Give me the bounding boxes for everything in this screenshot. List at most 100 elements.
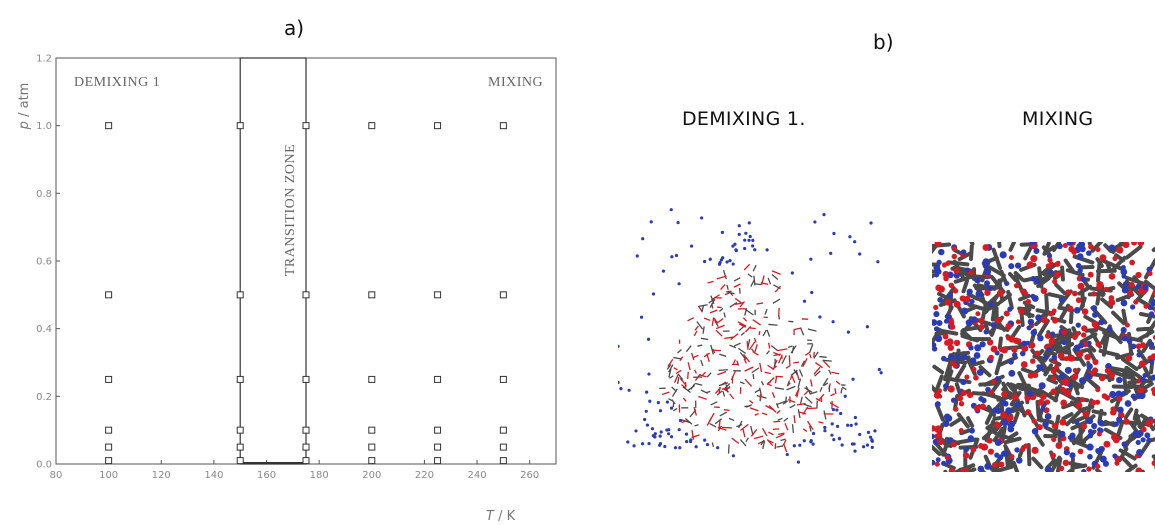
molecule-atom [840,443,844,447]
data-point [434,457,442,465]
molecule-atom [1120,326,1127,334]
x-tick-label: 200 [362,470,381,481]
molecule-atom [1034,278,1041,285]
molecule-atom [1052,278,1058,285]
molecule-stick [1006,289,1014,310]
molecule-atom [810,290,814,295]
molecule-atom [1124,400,1132,407]
molecule-atom [1000,450,1008,457]
molecule-stick [1018,293,1031,302]
molecule-atom [970,366,977,373]
molecule-atom [1131,242,1138,246]
molecule-atom [851,377,855,381]
molecule-atom [653,432,657,436]
molecule-atom [641,237,645,241]
molecule-atom [1027,372,1035,379]
molecule-atom [747,238,751,242]
molecule-stick [675,369,682,375]
molecule-stick [760,380,765,386]
molecule-atom [1099,455,1107,463]
molecule-stick [953,363,967,383]
molecule-atom [733,242,737,246]
molecule-stick [1037,266,1044,289]
molecule-stick [997,355,1018,368]
molecule-atom [651,292,656,296]
molecule-atom [1001,391,1008,398]
molecule-atom [718,261,722,265]
molecule-atom [677,428,681,432]
molecule-stick [1070,463,1088,470]
molecule-atom [685,439,689,444]
molecule-stick [932,327,942,344]
molecule-atom [747,221,751,225]
molecule-stick [710,401,718,406]
molecule-stick [694,373,701,382]
molecule-stick [1102,328,1108,352]
molecule-stick [815,397,821,402]
molecule-atom [1095,448,1101,453]
molecule-atom [728,259,732,263]
molecule-atom [785,452,789,457]
molecule-stick [943,362,952,382]
molecule-atom [1081,308,1089,315]
molecule-atom [813,220,817,224]
molecule-atom [1120,268,1128,276]
x-tick-label: 80 [50,470,63,481]
molecule-atom [1132,430,1140,438]
molecule-atom [1144,432,1151,439]
molecule-atom [876,260,880,264]
molecule-stick [1137,329,1155,342]
molecule-atom [1135,283,1142,290]
molecule-stick [1095,467,1103,472]
molecule-stick [778,432,785,436]
molecule-atom [1148,418,1154,425]
molecule-atom [1080,423,1088,430]
molecule-stick [759,362,763,373]
molecule-stick [676,376,680,385]
molecule-atom [1060,399,1067,406]
molecule-atom [964,295,971,303]
molecule-atom [958,428,964,433]
molecule-stick [733,283,741,288]
molecule-stick [1036,417,1054,425]
molecule-atom [1015,457,1023,464]
molecule-atom [978,323,985,330]
y-axis-unit: / atm [17,83,32,121]
molecule-stick [685,417,693,425]
data-point [302,426,310,434]
molecule-atom [1122,242,1130,249]
molecule-atom [992,406,1000,414]
molecule-atom [870,445,874,449]
molecule-stick [760,439,765,446]
molecule-stick [784,423,789,431]
molecule-atom [1013,337,1020,344]
molecule-stick [718,386,721,394]
molecule-stick [809,379,813,387]
molecule-atom [1018,308,1025,315]
molecule-stick [1054,282,1067,296]
molecule-atom [1136,352,1142,358]
molecule-stick [818,393,825,401]
molecule-stick [819,355,827,358]
molecule-stick [1008,242,1017,252]
molecule-stick [702,326,705,334]
molecule-stick [714,294,721,299]
molecule-atom [933,326,940,332]
molecule-stick [668,368,672,378]
molecule-stick [793,415,796,424]
molecule-stick [1007,431,1019,440]
molecule-stick [694,382,703,386]
molecule-stick [771,365,778,370]
molecule-atom [1007,306,1013,312]
molecule-atom [1055,442,1063,449]
molecule-stick [730,333,739,341]
molecule-atom [944,313,951,320]
molecule-atom [1014,447,1020,453]
molecule-stick [1098,348,1120,358]
molecule-stick [1124,244,1143,260]
molecule-atom [989,389,994,395]
molecule-atom [1135,271,1142,279]
molecule-atom [1087,271,1094,278]
molecule-stick [962,467,977,472]
tick-labels: 80 100 120 140 160 180 200 220 240 260 0.0 0.2 0.4 0.… [36,54,539,482]
